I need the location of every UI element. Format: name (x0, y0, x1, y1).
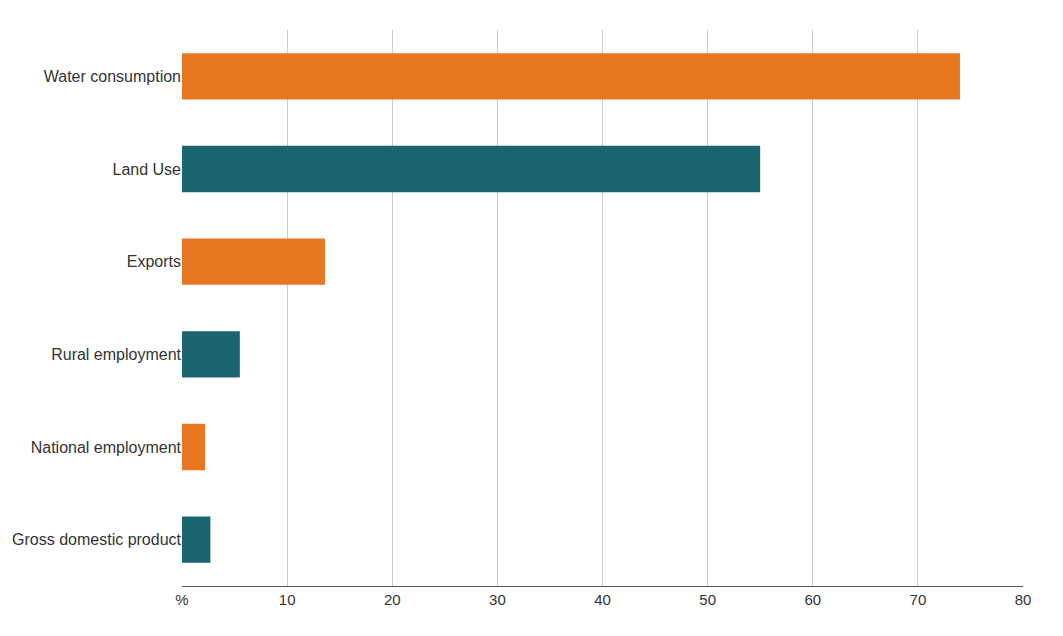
svg-text:50: 50 (699, 591, 716, 608)
svg-text:Water consumption: Water consumption (44, 68, 181, 85)
svg-text:80: 80 (1015, 591, 1032, 608)
svg-text:%: % (175, 591, 188, 608)
svg-text:30: 30 (489, 591, 506, 608)
svg-text:70: 70 (910, 591, 927, 608)
svg-text:10: 10 (279, 591, 296, 608)
svg-text:Land Use: Land Use (113, 161, 182, 178)
svg-text:20: 20 (384, 591, 401, 608)
svg-text:Exports: Exports (127, 253, 181, 270)
svg-text:60: 60 (804, 591, 821, 608)
svg-text:Gross domestic product: Gross domestic product (12, 531, 182, 548)
svg-text:Rural employment: Rural employment (51, 346, 181, 363)
svg-text:40: 40 (594, 591, 611, 608)
svg-text:National employment: National employment (31, 439, 182, 456)
